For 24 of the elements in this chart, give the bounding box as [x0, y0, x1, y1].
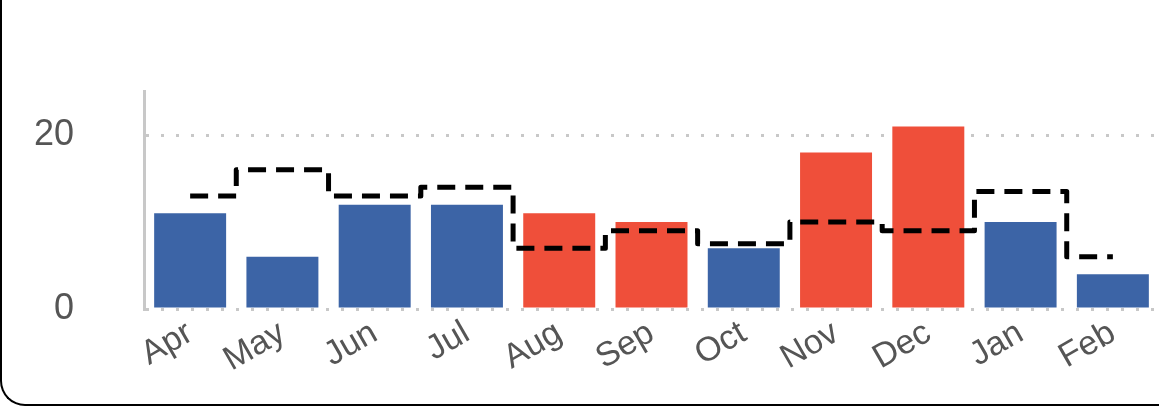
x-tick-label: Aug	[496, 311, 568, 376]
y-tick-label: 0	[53, 285, 74, 327]
bar	[246, 256, 319, 308]
y-tick-label: 20	[33, 112, 74, 153]
x-tick-label: Dec	[865, 311, 937, 376]
x-tick-label: Jun	[316, 311, 383, 373]
bar	[984, 222, 1057, 308]
bar	[338, 204, 411, 308]
x-tick-label: May	[216, 311, 291, 377]
bar	[800, 152, 873, 308]
bar	[430, 204, 503, 308]
bar	[615, 222, 688, 308]
x-tick-label: Apr	[133, 311, 199, 372]
bar	[523, 213, 596, 308]
bar	[707, 248, 780, 308]
x-tick-label: Sep	[588, 311, 660, 376]
bar	[154, 213, 227, 308]
x-tick-label: Nov	[772, 311, 845, 376]
x-tick-label: Jan	[962, 311, 1029, 373]
x-tick-label: Feb	[1051, 311, 1122, 375]
bar	[892, 126, 965, 308]
bar	[1076, 274, 1149, 308]
x-tick-label: Oct	[687, 311, 753, 372]
x-tick-label: Jul	[418, 311, 476, 367]
